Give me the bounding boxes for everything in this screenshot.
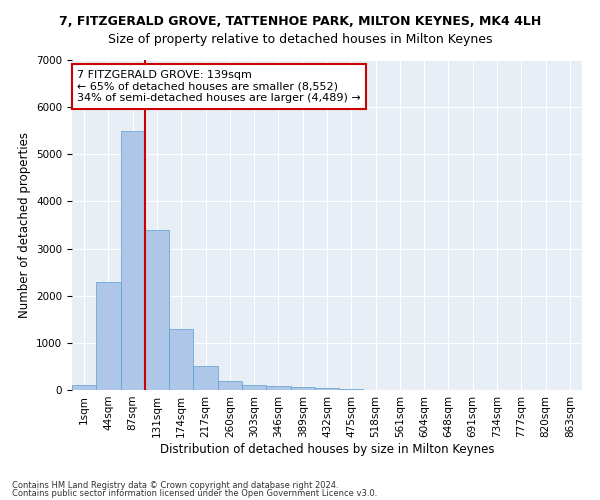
Bar (290, 387, 315, 390)
Bar (193, 366, 218, 390)
Bar (145, 230, 169, 390)
Bar (72, 386, 96, 390)
Y-axis label: Number of detached properties: Number of detached properties (17, 132, 31, 318)
Bar (339, 389, 364, 390)
Text: Contains public sector information licensed under the Open Government Licence v3: Contains public sector information licen… (12, 489, 377, 498)
Bar (218, 380, 242, 390)
Text: 7 FITZGERALD GROVE: 139sqm
← 65% of detached houses are smaller (8,552)
34% of s: 7 FITZGERALD GROVE: 139sqm ← 65% of deta… (77, 70, 361, 103)
Bar (96, 282, 121, 390)
Bar (266, 386, 290, 390)
Text: Size of property relative to detached houses in Milton Keynes: Size of property relative to detached ho… (108, 32, 492, 46)
Text: Contains HM Land Registry data © Crown copyright and database right 2024.: Contains HM Land Registry data © Crown c… (12, 480, 338, 490)
Bar (242, 386, 266, 390)
Text: 7, FITZGERALD GROVE, TATTENHOE PARK, MILTON KEYNES, MK4 4LH: 7, FITZGERALD GROVE, TATTENHOE PARK, MIL… (59, 15, 541, 28)
Bar (121, 130, 145, 390)
X-axis label: Distribution of detached houses by size in Milton Keynes: Distribution of detached houses by size … (160, 442, 494, 456)
Bar (169, 328, 193, 390)
Bar (315, 388, 339, 390)
